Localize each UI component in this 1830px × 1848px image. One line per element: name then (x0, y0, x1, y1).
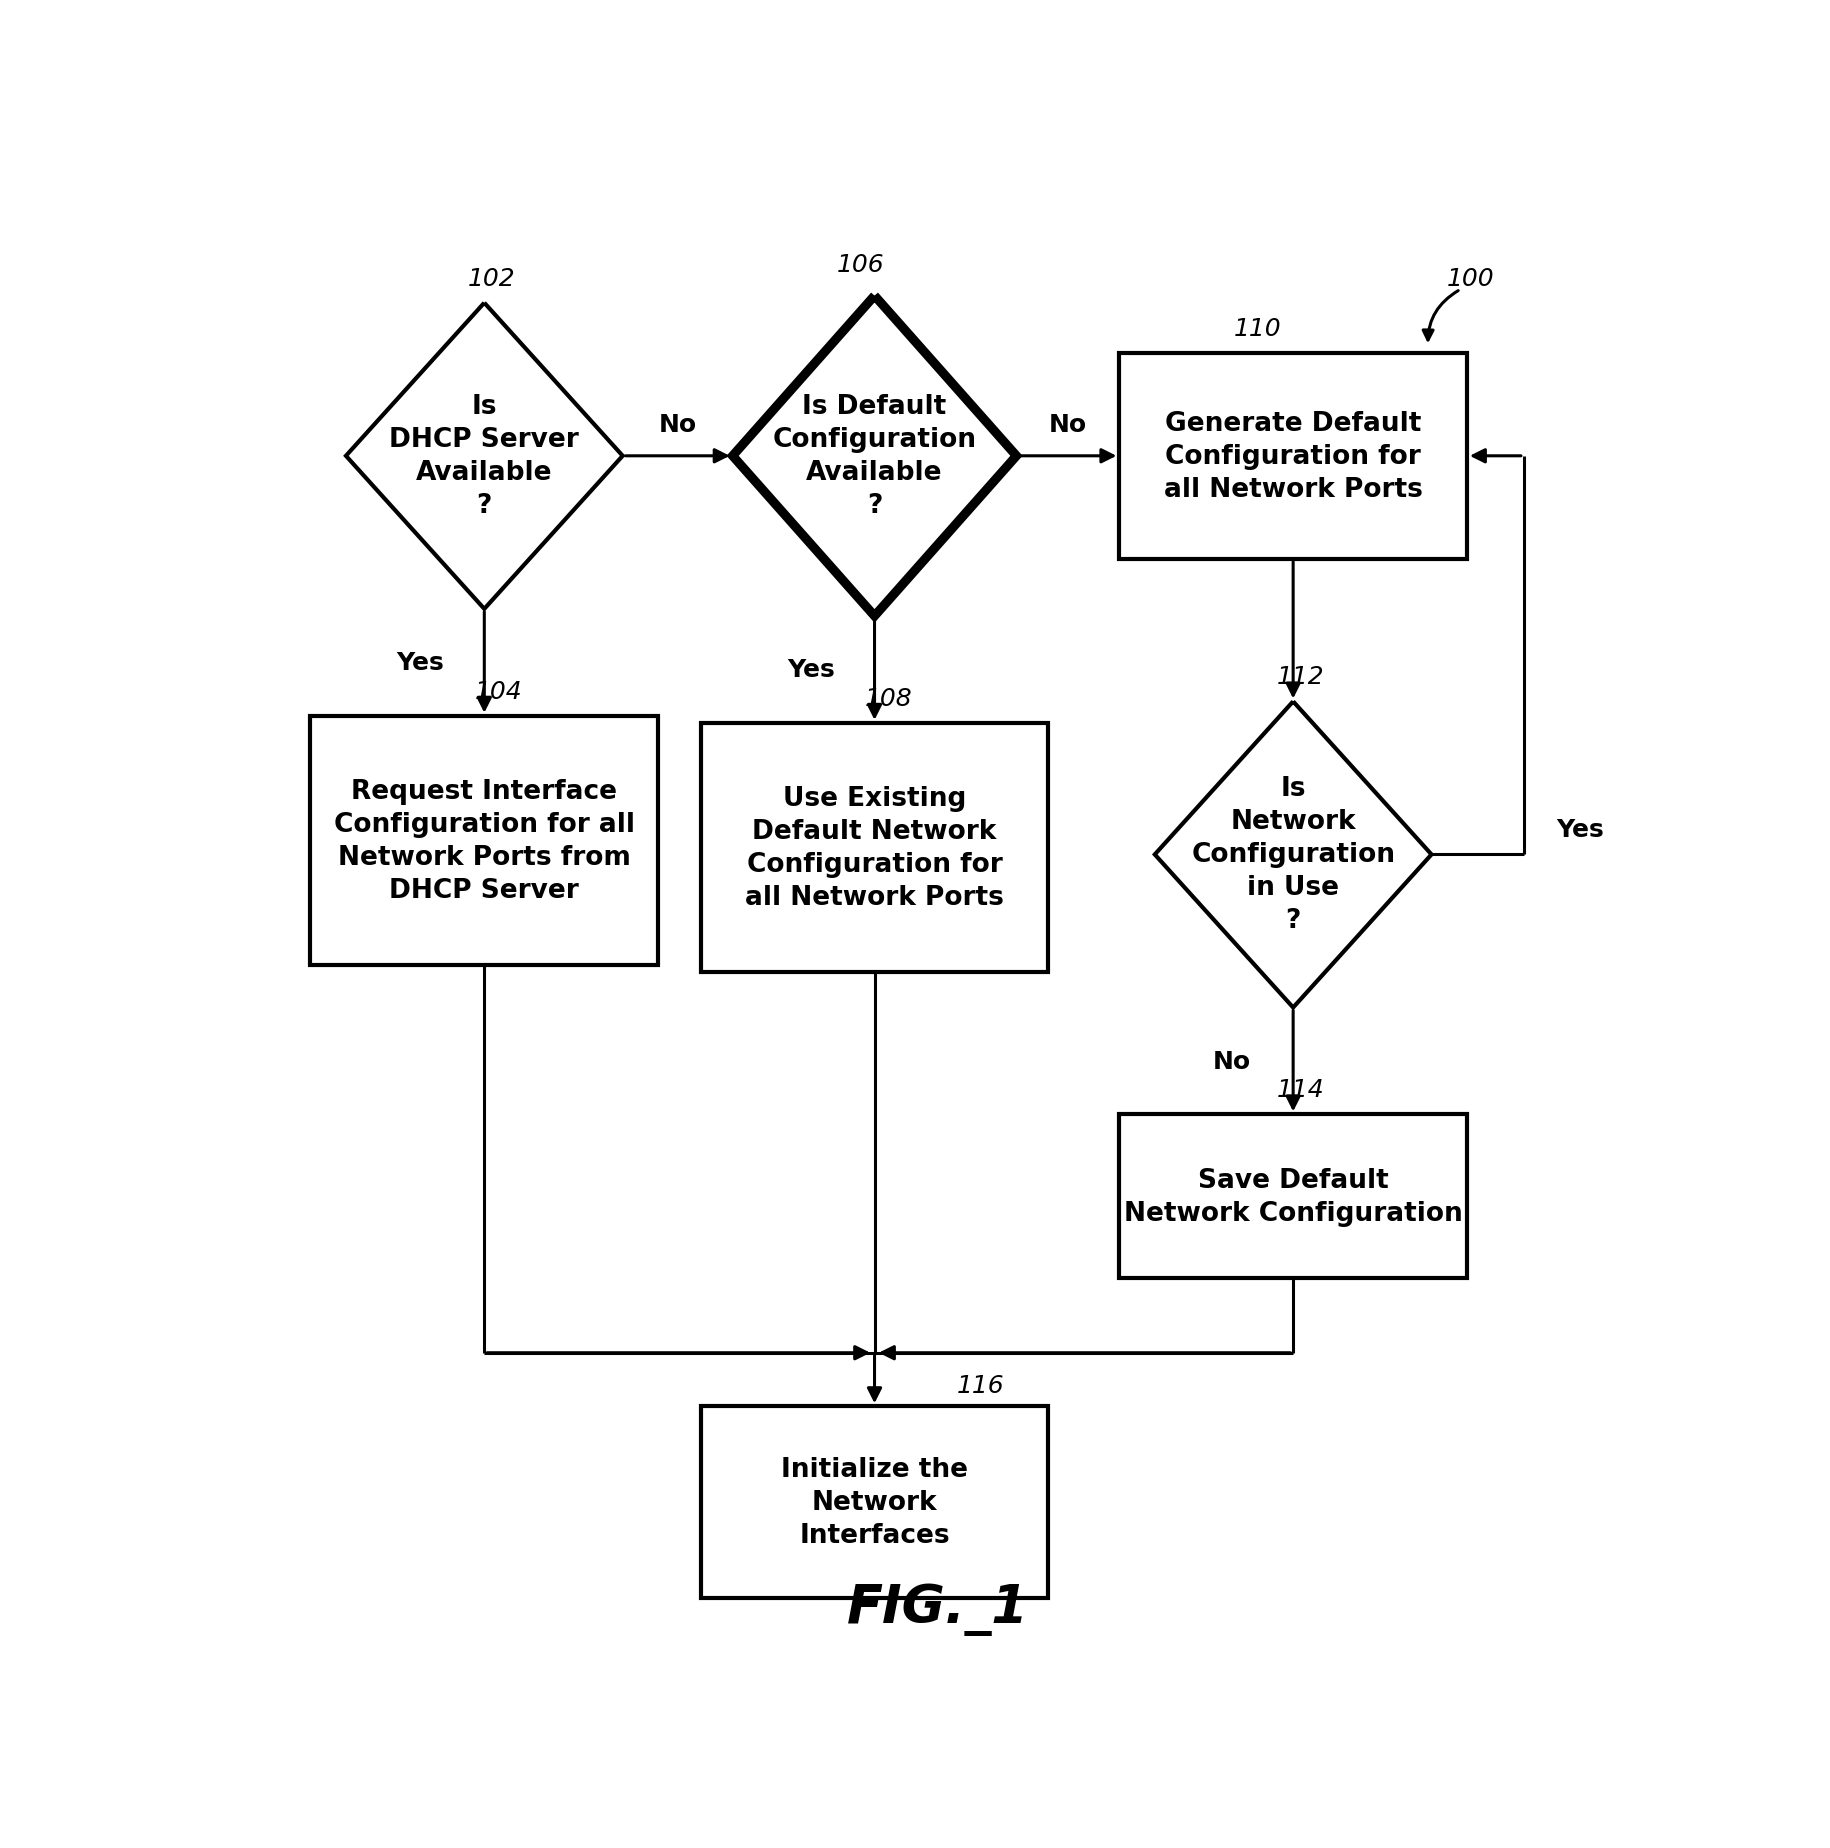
Text: No: No (1049, 414, 1087, 438)
Text: No: No (1213, 1050, 1250, 1074)
Text: 104: 104 (474, 680, 522, 704)
Text: 108: 108 (864, 686, 911, 710)
Text: 116: 116 (957, 1373, 1005, 1397)
Text: Request Interface
Configuration for all
Network Ports from
DHCP Server: Request Interface Configuration for all … (333, 778, 635, 904)
Text: Is Default
Configuration
Available
?: Is Default Configuration Available ? (772, 394, 975, 519)
Text: Save Default
Network Configuration: Save Default Network Configuration (1124, 1166, 1462, 1225)
Text: FIG._1: FIG._1 (847, 1584, 1028, 1635)
Text: 114: 114 (1276, 1077, 1323, 1101)
Polygon shape (346, 303, 622, 610)
Text: Is
DHCP Server
Available
?: Is DHCP Server Available ? (390, 394, 578, 519)
Bar (701, 723, 1049, 972)
Text: 100: 100 (1446, 266, 1493, 290)
Text: 102: 102 (467, 266, 514, 290)
Bar (1118, 1114, 1466, 1279)
Text: Yes: Yes (787, 658, 834, 682)
Text: 110: 110 (1233, 316, 1281, 340)
Text: No: No (659, 414, 697, 438)
Text: 112: 112 (1276, 665, 1323, 689)
Bar (311, 717, 657, 965)
Text: Initialize the
Network
Interfaces: Initialize the Network Interfaces (781, 1456, 968, 1549)
Text: 106: 106 (836, 253, 884, 277)
Polygon shape (1155, 702, 1431, 1007)
Text: Yes: Yes (397, 650, 445, 675)
Text: Yes: Yes (1556, 817, 1603, 841)
Text: Is
Network
Configuration
in Use
?: Is Network Configuration in Use ? (1191, 776, 1394, 933)
Polygon shape (732, 296, 1016, 617)
Bar (1118, 353, 1466, 560)
Text: Use Existing
Default Network
Configuration for
all Network Ports: Use Existing Default Network Configurati… (745, 785, 1003, 911)
Text: Generate Default
Configuration for
all Network Ports: Generate Default Configuration for all N… (1164, 410, 1422, 503)
Bar (701, 1406, 1049, 1599)
